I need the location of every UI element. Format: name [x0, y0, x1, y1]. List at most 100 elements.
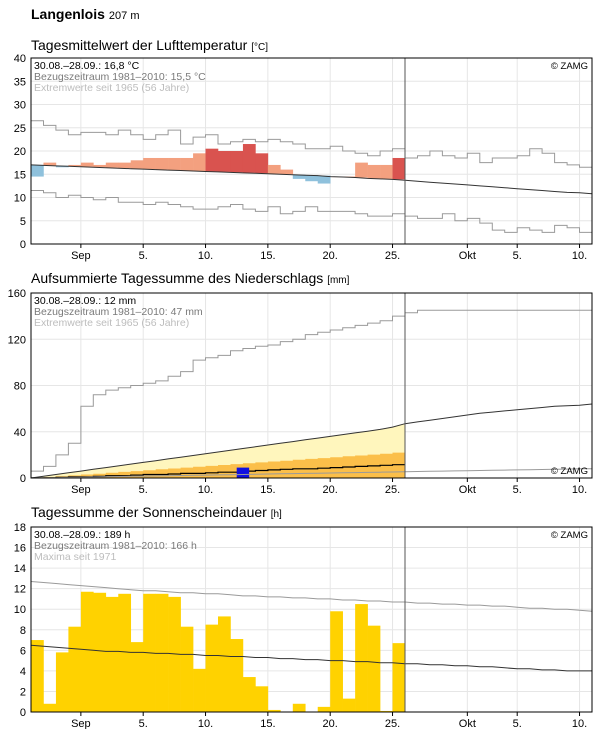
temperature-xtick-label: Sep — [71, 250, 91, 262]
temperature-ytick-label: 5 — [20, 216, 26, 228]
sunshine-bar — [130, 642, 144, 712]
temperature-anomaly-bar — [380, 164, 393, 179]
station-title: Langenlois 207 m — [31, 6, 139, 22]
temperature-anomaly-bar — [31, 164, 44, 177]
precipitation-xtick-label: Okt — [459, 484, 476, 496]
sunshine-legend-3: Maxima seit 1971 — [34, 551, 116, 563]
temperature-anomaly-bar — [280, 169, 294, 175]
sunshine-plot-area — [31, 581, 592, 712]
precipitation-xtick-label: 20. — [323, 484, 338, 496]
sunshine-bar — [392, 643, 406, 712]
sunshine-brand: © ZAMG — [551, 530, 588, 541]
temperature-anomaly-bar — [130, 160, 144, 169]
precipitation-ytick-label: 40 — [14, 427, 26, 439]
sunshine-ytick-label: 4 — [20, 666, 26, 678]
temperature-anomaly-bar — [305, 175, 319, 182]
temperature-xtick-label: 5. — [513, 250, 522, 262]
precipitation-ytick-label: 0 — [20, 473, 26, 485]
station-name: Langenlois — [31, 6, 105, 22]
temperature-legend-2: Bezugszeitraum 1981–2010: 15,5 °C — [34, 71, 206, 83]
temperature-unit: [°C] — [251, 42, 268, 53]
precipitation-panel: 0 40 80 120 160 Sep 5. 10. 15. 20. 25. Okt 5. 10. 30.0… — [8, 288, 593, 496]
precipitation-extreme-max-line — [31, 309, 592, 472]
temperature-anomaly-bar — [242, 144, 256, 173]
temperature-anomaly-bar — [143, 157, 156, 170]
temperature-brand: © ZAMG — [551, 61, 588, 72]
temperature-ytick-label: 15 — [14, 169, 26, 181]
precipitation-plot-area — [31, 309, 592, 478]
sunshine-bar — [380, 710, 393, 712]
sunshine-bar — [168, 596, 181, 712]
precipitation-title-text: Aufsummierte Tagessumme des Niederschlag… — [31, 270, 324, 286]
sunshine-bar — [230, 639, 244, 712]
sunshine-ytick-label: 10 — [14, 604, 26, 616]
temperature-ytick-label: 35 — [14, 76, 26, 88]
sunshine-unit: [h] — [270, 509, 282, 520]
precipitation-legend-1: 30.08.–28.09.: 12 mm — [34, 295, 136, 307]
precipitation-chart-title: Aufsummierte Tagessumme des Niederschlag… — [31, 270, 349, 286]
sunshine-max-line — [31, 581, 592, 612]
temperature-anomaly-bar — [317, 175, 331, 184]
sunshine-legend-2: Bezugszeitraum 1981–2010: 166 h — [34, 540, 197, 552]
temperature-anomaly-bar — [80, 162, 94, 167]
temperature-anomaly-bar — [68, 164, 82, 167]
temperature-anomaly-bar — [93, 164, 107, 168]
temperature-title-text: Tagesmittelwert der Lufttemperatur — [31, 37, 248, 53]
sunshine-ytick-label: 6 — [20, 645, 26, 657]
temperature-extreme-min-line — [31, 190, 592, 233]
sunshine-bar — [93, 592, 107, 712]
temperature-legend-1: 30.08.–28.09.: 16,8 °C — [34, 60, 140, 72]
temperature-ytick-label: 0 — [20, 239, 26, 251]
precipitation-normal-line — [31, 403, 592, 478]
sunshine-normal-line — [31, 644, 592, 672]
temperature-anomaly-bar — [193, 153, 206, 171]
sunshine-ytick-label: 16 — [14, 543, 26, 555]
sunshine-bar — [342, 698, 356, 712]
sunshine-bar — [80, 591, 94, 712]
sunshine-bar — [292, 703, 306, 712]
temperature-xtick-label: 25. — [385, 250, 400, 262]
temperature-anomaly-bar — [168, 157, 181, 171]
temperature-xtick-label: 15. — [260, 250, 275, 262]
precipitation-legend-2: Bezugszeitraum 1981–2010: 47 mm — [34, 306, 203, 318]
sunshine-bar — [317, 706, 331, 712]
precipitation-extreme-min-line — [31, 468, 592, 478]
sunshine-bar — [118, 593, 132, 712]
sunshine-legend-1: 30.08.–28.09.: 189 h — [34, 529, 130, 541]
temperature-ytick-label: 10 — [14, 193, 26, 205]
sunshine-xtick-label: Okt — [459, 718, 476, 729]
temperature-anomaly-bar — [105, 162, 119, 168]
sunshine-xtick-label: 5. — [139, 718, 148, 729]
sunshine-xtick-label: 5. — [513, 718, 522, 729]
sunshine-bar — [193, 668, 206, 712]
precipitation-xtick-label: 10. — [572, 484, 587, 496]
sunshine-xtick-label: 20. — [323, 718, 338, 729]
temperature-ytick-label: 40 — [14, 53, 26, 65]
temperature-legend-3: Extremwerte seit 1965 (56 Jahre) — [34, 82, 189, 94]
precipitation-half-normal-area — [31, 452, 405, 478]
sunshine-bar — [330, 611, 343, 712]
temperature-anomaly-bar — [392, 157, 406, 180]
precipitation-ytick-label: 120 — [8, 334, 26, 346]
temperature-xtick-label: Okt — [459, 250, 476, 262]
temperature-xtick-label: 5. — [139, 250, 148, 262]
sunshine-panel: 0 2 4 6 8 10 12 14 16 18 Sep 5. 10. 15. 20. 25. Okt 5. 10.… — [14, 522, 593, 729]
temperature-panel: 0 5 10 15 20 25 30 35 40 Sep 5. 10. 15. 20. 25. Okt 5. 10… — [14, 53, 593, 262]
precipitation-xtick-label: 10. — [198, 484, 213, 496]
precipitation-max-marker — [236, 467, 250, 478]
temperature-anomaly-bar — [367, 164, 381, 179]
sunshine-ytick-label: 18 — [14, 522, 26, 534]
temperature-chart-title: Tagesmittelwert der Lufttemperatur [°C] — [31, 37, 268, 53]
sunshine-bar — [31, 640, 44, 712]
sunshine-bar — [367, 625, 381, 712]
sunshine-bar — [218, 616, 231, 712]
sunshine-bar — [68, 626, 82, 712]
precipitation-xtick-label: 15. — [260, 484, 275, 496]
precipitation-legend-3: Extremwerte seit 1965 (56 Jahre) — [34, 317, 189, 329]
temperature-anomaly-bar — [255, 153, 269, 174]
temperature-extreme-max-line — [31, 120, 592, 168]
sunshine-ytick-label: 0 — [20, 707, 26, 719]
precipitation-ytick-label: 80 — [14, 381, 26, 393]
temperature-xtick-label: 20. — [323, 250, 338, 262]
